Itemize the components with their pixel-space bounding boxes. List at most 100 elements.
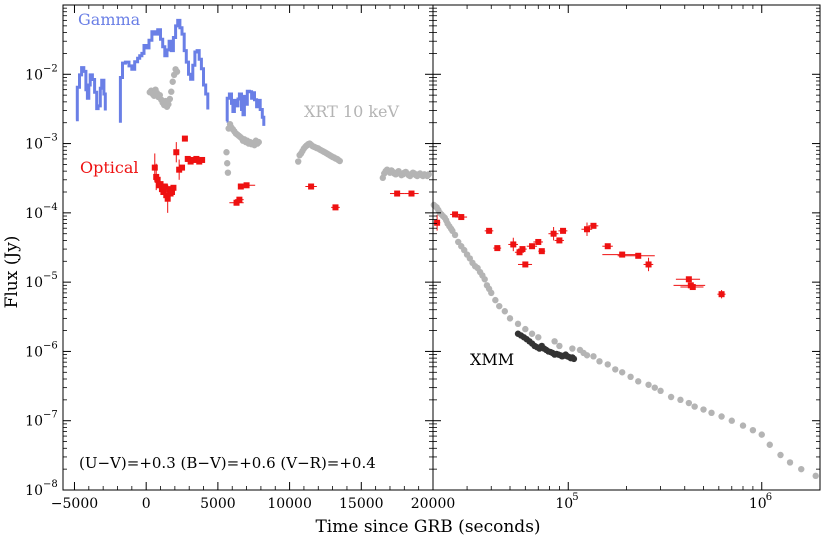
x-tick-label: 5000 bbox=[200, 496, 236, 512]
xrt-point bbox=[496, 302, 503, 310]
x-tick-label: 10000 bbox=[267, 496, 312, 512]
optical-point bbox=[556, 237, 563, 244]
xrt-point bbox=[501, 308, 509, 315]
optical-point bbox=[157, 181, 164, 188]
left-panel-frame bbox=[62, 4, 434, 491]
xrt-point bbox=[569, 345, 576, 352]
gamma-label: Gamma bbox=[78, 10, 141, 29]
xrt-point bbox=[739, 422, 747, 429]
optical-point bbox=[181, 135, 188, 142]
xrt-point bbox=[677, 396, 684, 404]
y-tick-exponent: −6 bbox=[43, 340, 58, 351]
optical-point bbox=[168, 189, 175, 196]
optical-point bbox=[510, 241, 517, 248]
xrt-point bbox=[528, 330, 536, 337]
optical-point bbox=[154, 176, 161, 183]
optical-point bbox=[170, 184, 177, 191]
y-tick-exponent: −8 bbox=[43, 479, 58, 490]
optical-point bbox=[604, 243, 611, 250]
gamma-curve-segment bbox=[118, 18, 210, 123]
optical-point bbox=[619, 251, 626, 258]
xrt-point bbox=[522, 325, 529, 333]
optical-point bbox=[590, 222, 597, 229]
xrt-point bbox=[700, 406, 707, 413]
xrt-point bbox=[718, 413, 725, 420]
xrt-point bbox=[492, 296, 499, 304]
optical-point bbox=[243, 182, 250, 189]
xrt-point bbox=[651, 384, 658, 391]
y-tick-label: 10 bbox=[25, 344, 43, 360]
xrt-point bbox=[691, 403, 698, 410]
xrt-point bbox=[481, 276, 488, 283]
y-tick-label: 10 bbox=[25, 275, 43, 291]
optical-point bbox=[685, 276, 692, 283]
xrt-point bbox=[583, 352, 591, 359]
optical-point bbox=[160, 189, 167, 196]
optical-point bbox=[332, 204, 339, 211]
xrt-point bbox=[488, 289, 495, 297]
xrt-point bbox=[766, 441, 773, 448]
optical-point bbox=[236, 196, 243, 203]
x-tick-label: 10 bbox=[749, 496, 767, 512]
optical-point bbox=[237, 183, 244, 190]
xrt-point bbox=[451, 231, 459, 239]
optical-point bbox=[718, 291, 725, 298]
xrt-label: XRT 10 keV bbox=[304, 102, 400, 121]
optical-point bbox=[452, 211, 459, 218]
y-axis-label: Flux (Jy) bbox=[2, 236, 22, 309]
axes-frame bbox=[62, 4, 821, 491]
optical-point bbox=[516, 249, 523, 256]
optical-point bbox=[486, 227, 493, 234]
color-index-annotation: (U−V)=+0.3 (B−V)=+0.6 (V−R)=+0.4 bbox=[79, 454, 376, 472]
xrt-point bbox=[294, 158, 302, 165]
optical-point bbox=[522, 261, 529, 268]
xrt-point bbox=[168, 88, 175, 95]
tick-layer: 10−810−710−610−510−410−310 −2−5000 0 5000 10… bbox=[25, 5, 820, 512]
x-tick-label: 0 bbox=[142, 496, 151, 512]
xrt-point bbox=[165, 101, 172, 108]
xrt-point bbox=[224, 169, 232, 176]
xrt-point bbox=[685, 399, 693, 407]
optical-point bbox=[529, 243, 536, 250]
optical-point bbox=[535, 238, 542, 245]
xrt-point bbox=[657, 387, 664, 395]
optical-point bbox=[434, 219, 441, 226]
y-tick-label: 10 bbox=[25, 67, 43, 83]
x-tick-exponent: 5 bbox=[572, 492, 578, 503]
optical-point bbox=[519, 246, 526, 253]
y-tick-label: 10 bbox=[25, 206, 43, 222]
xrt-point bbox=[590, 353, 597, 360]
xrt-point bbox=[728, 417, 735, 424]
optical-point bbox=[163, 192, 170, 199]
optical-point bbox=[173, 149, 180, 156]
optical-point bbox=[394, 190, 401, 197]
optical-point bbox=[458, 214, 465, 221]
xrt-point bbox=[758, 431, 765, 438]
data-layer bbox=[75, 18, 819, 480]
xrt-point bbox=[255, 138, 262, 146]
xrt-point bbox=[812, 472, 819, 480]
gamma-curve-segment bbox=[75, 66, 107, 122]
optical-point bbox=[179, 164, 186, 171]
xrt-point bbox=[786, 459, 794, 466]
y-tick-exponent: −2 bbox=[43, 63, 58, 74]
gamma-curve-segment bbox=[225, 89, 266, 126]
optical-point bbox=[560, 227, 567, 234]
xrt-point bbox=[223, 149, 230, 156]
optical-point bbox=[689, 284, 696, 291]
optical-point bbox=[538, 248, 545, 255]
x-axis-label: Time since GRB (seconds) bbox=[315, 517, 540, 537]
optical-point bbox=[645, 261, 652, 268]
optical-point bbox=[151, 164, 158, 171]
xrt-point bbox=[535, 334, 542, 341]
y-tick-label: 10 bbox=[25, 414, 43, 430]
xrt-point bbox=[514, 320, 522, 328]
optical-point bbox=[233, 199, 240, 206]
optical-point bbox=[494, 245, 501, 252]
xrt-point bbox=[635, 378, 642, 385]
xrt-point bbox=[798, 465, 805, 473]
xrt-point bbox=[425, 171, 432, 178]
x-tick-label: 20000 bbox=[411, 496, 456, 512]
xrt-point bbox=[551, 338, 558, 345]
